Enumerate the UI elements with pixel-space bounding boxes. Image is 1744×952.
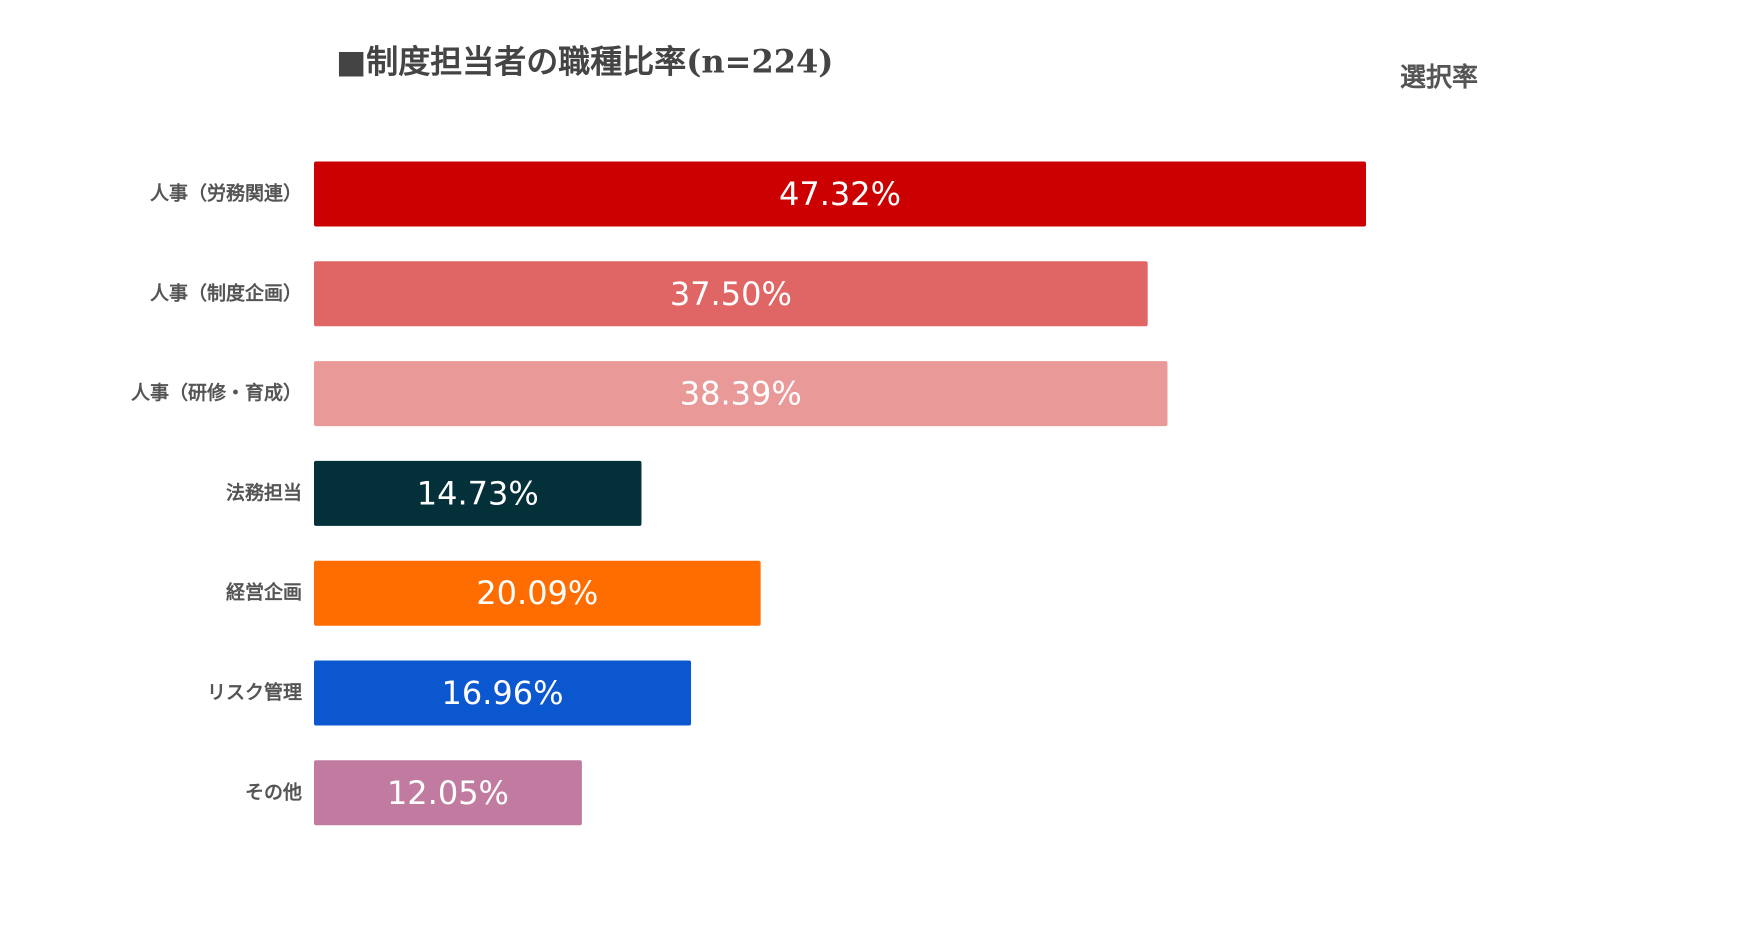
bar bbox=[314, 460, 642, 526]
value-axis-label: 選択率 bbox=[1400, 62, 1478, 93]
category-label: 経営企画 bbox=[226, 581, 302, 604]
value-label: 12.05% bbox=[387, 774, 509, 812]
category-label: リスク管理 bbox=[207, 681, 302, 704]
category-label: その他 bbox=[245, 780, 302, 803]
category-label: 人事（労務関連） bbox=[150, 182, 302, 205]
bar bbox=[314, 161, 1366, 227]
bar bbox=[314, 660, 692, 726]
bar bbox=[314, 560, 761, 626]
category-label: 人事（研修・育成） bbox=[131, 381, 302, 404]
value-label: 37.50% bbox=[670, 275, 792, 313]
value-label: 14.73% bbox=[417, 474, 539, 512]
bar bbox=[314, 261, 1148, 327]
value-label: 38.39% bbox=[680, 375, 802, 413]
bar bbox=[314, 760, 582, 826]
category-label: 人事（制度企画） bbox=[150, 281, 302, 304]
value-label: 16.96% bbox=[442, 674, 564, 712]
value-label: 47.32% bbox=[779, 175, 901, 213]
chart-title: ■制度担当者の職種比率(n=224) bbox=[336, 43, 833, 81]
value-label: 20.09% bbox=[476, 574, 598, 612]
bar bbox=[314, 361, 1168, 427]
category-label: 法務担当 bbox=[226, 481, 302, 504]
